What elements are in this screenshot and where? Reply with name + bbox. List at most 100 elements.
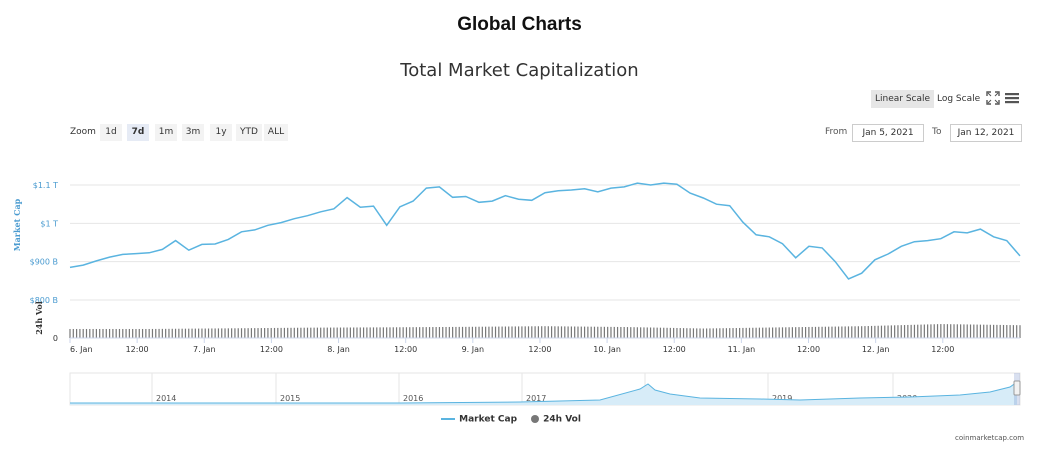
volume-bar [861,326,863,338]
zoom-1y-button[interactable]: 1y [210,124,232,141]
volume-bar [818,326,820,338]
volume-bar [141,328,144,338]
volume-bar [646,327,648,338]
legend-item-market-cap[interactable]: Market Cap [440,414,517,425]
volume-bar [785,327,787,338]
volume-bar [890,325,892,338]
volume-bar [69,328,71,338]
volume-bar [814,326,817,338]
volume-bar [102,328,104,338]
x-tick-label: 12:00 [126,345,149,354]
volume-bar [966,324,968,338]
volume-bar [511,326,513,338]
volume-bar [306,327,309,338]
zoom-7d-button[interactable]: 7d [127,124,149,141]
volume-bar [224,328,226,338]
volume-bar [706,328,708,338]
volume-bar [725,328,728,338]
volume-bar [92,328,94,338]
volume-bar [273,327,276,338]
volume-bar [772,327,774,338]
volume-bar [521,326,523,338]
volume-bar [702,328,704,338]
volume-bar [132,328,134,338]
volume-bar [518,326,520,338]
volume-bar [870,325,873,338]
volume-bar [313,327,315,338]
volume-bar [983,324,985,338]
legend-label-market-cap: Market Cap [459,414,518,425]
volume-bar [359,327,361,338]
volume-bar [1009,325,1011,338]
volume-bar [673,327,675,338]
hamburger-menu-icon[interactable] [1004,90,1020,106]
volume-bar [801,327,803,338]
volume-bar [395,327,398,338]
volume-bar [237,328,239,338]
volume-bar [550,326,553,338]
x-tick-label: 12:00 [394,345,417,354]
volume-bar [207,328,210,338]
zoom-ytd-button[interactable]: YTD [236,124,262,141]
volume-bar [989,324,991,338]
volume-bar [600,326,602,338]
volume-bar [930,324,932,338]
volume-bar [791,327,793,338]
navigator-line [70,381,1018,404]
volume-bar [583,326,586,338]
volume-bar [574,326,576,338]
volume-bar [917,324,919,338]
volume-bar [475,326,477,338]
zoom-all-button[interactable]: ALL [264,124,288,141]
zoom-3m-button[interactable]: 3m [182,124,204,141]
volume-bar [976,324,978,338]
log-scale-button[interactable]: Log Scale [937,94,981,104]
chart-title: Total Market Capitalization [400,60,639,81]
volume-bar [973,324,975,338]
volume-bar [781,327,784,338]
volume-bar [788,327,790,338]
y-tick-label: $800 B [30,296,58,305]
credits-link[interactable]: coinmarketcap.com [955,434,1025,442]
volume-bar [722,328,724,338]
volume-bar [455,326,457,338]
volume-bar [715,328,718,338]
volume-bar [864,326,866,338]
linear-scale-button[interactable]: Linear Scale [871,90,935,108]
volume-bar [399,327,401,338]
volume-bar [956,324,958,338]
x-tick-label: 11. Jan [728,345,756,354]
volume-bar [824,326,826,338]
volume-bar [128,328,130,338]
volume-bar [468,326,470,338]
volume-bar [834,326,836,338]
legend-item-24h-vol[interactable]: 24h Vol [530,414,581,425]
volume-bar [831,326,833,338]
navigator-tick-label: 2019 [772,394,792,403]
legend-label-24h-vol: 24h Vol [543,414,581,425]
volume-bar [999,324,1001,338]
volume-bar [686,328,688,338]
volume-bar [115,328,117,338]
volume-bar [376,327,378,338]
volume-bar [435,327,437,338]
volume-bar [887,325,889,338]
y-tick-label: $1.1 T [33,181,58,190]
volume-bar [534,326,536,338]
volume-bar [422,327,424,338]
volume-bar [448,326,450,338]
from-date-input[interactable]: Jan 5, 2021 [852,124,924,142]
to-date-input[interactable]: Jan 12, 2021 [950,124,1022,142]
volume-bar [264,328,266,338]
volume-bar [643,327,645,338]
zoom-1d-button[interactable]: 1d [100,124,122,141]
volume-bar [821,326,823,338]
volume-bar [158,328,160,338]
volume-bar [432,327,434,338]
to-label: To [932,127,942,137]
fullscreen-icon[interactable] [985,90,1001,106]
volume-bar [946,324,949,338]
volume-bar [913,324,916,338]
volume-bar [630,327,632,338]
zoom-1m-button[interactable]: 1m [155,124,177,141]
